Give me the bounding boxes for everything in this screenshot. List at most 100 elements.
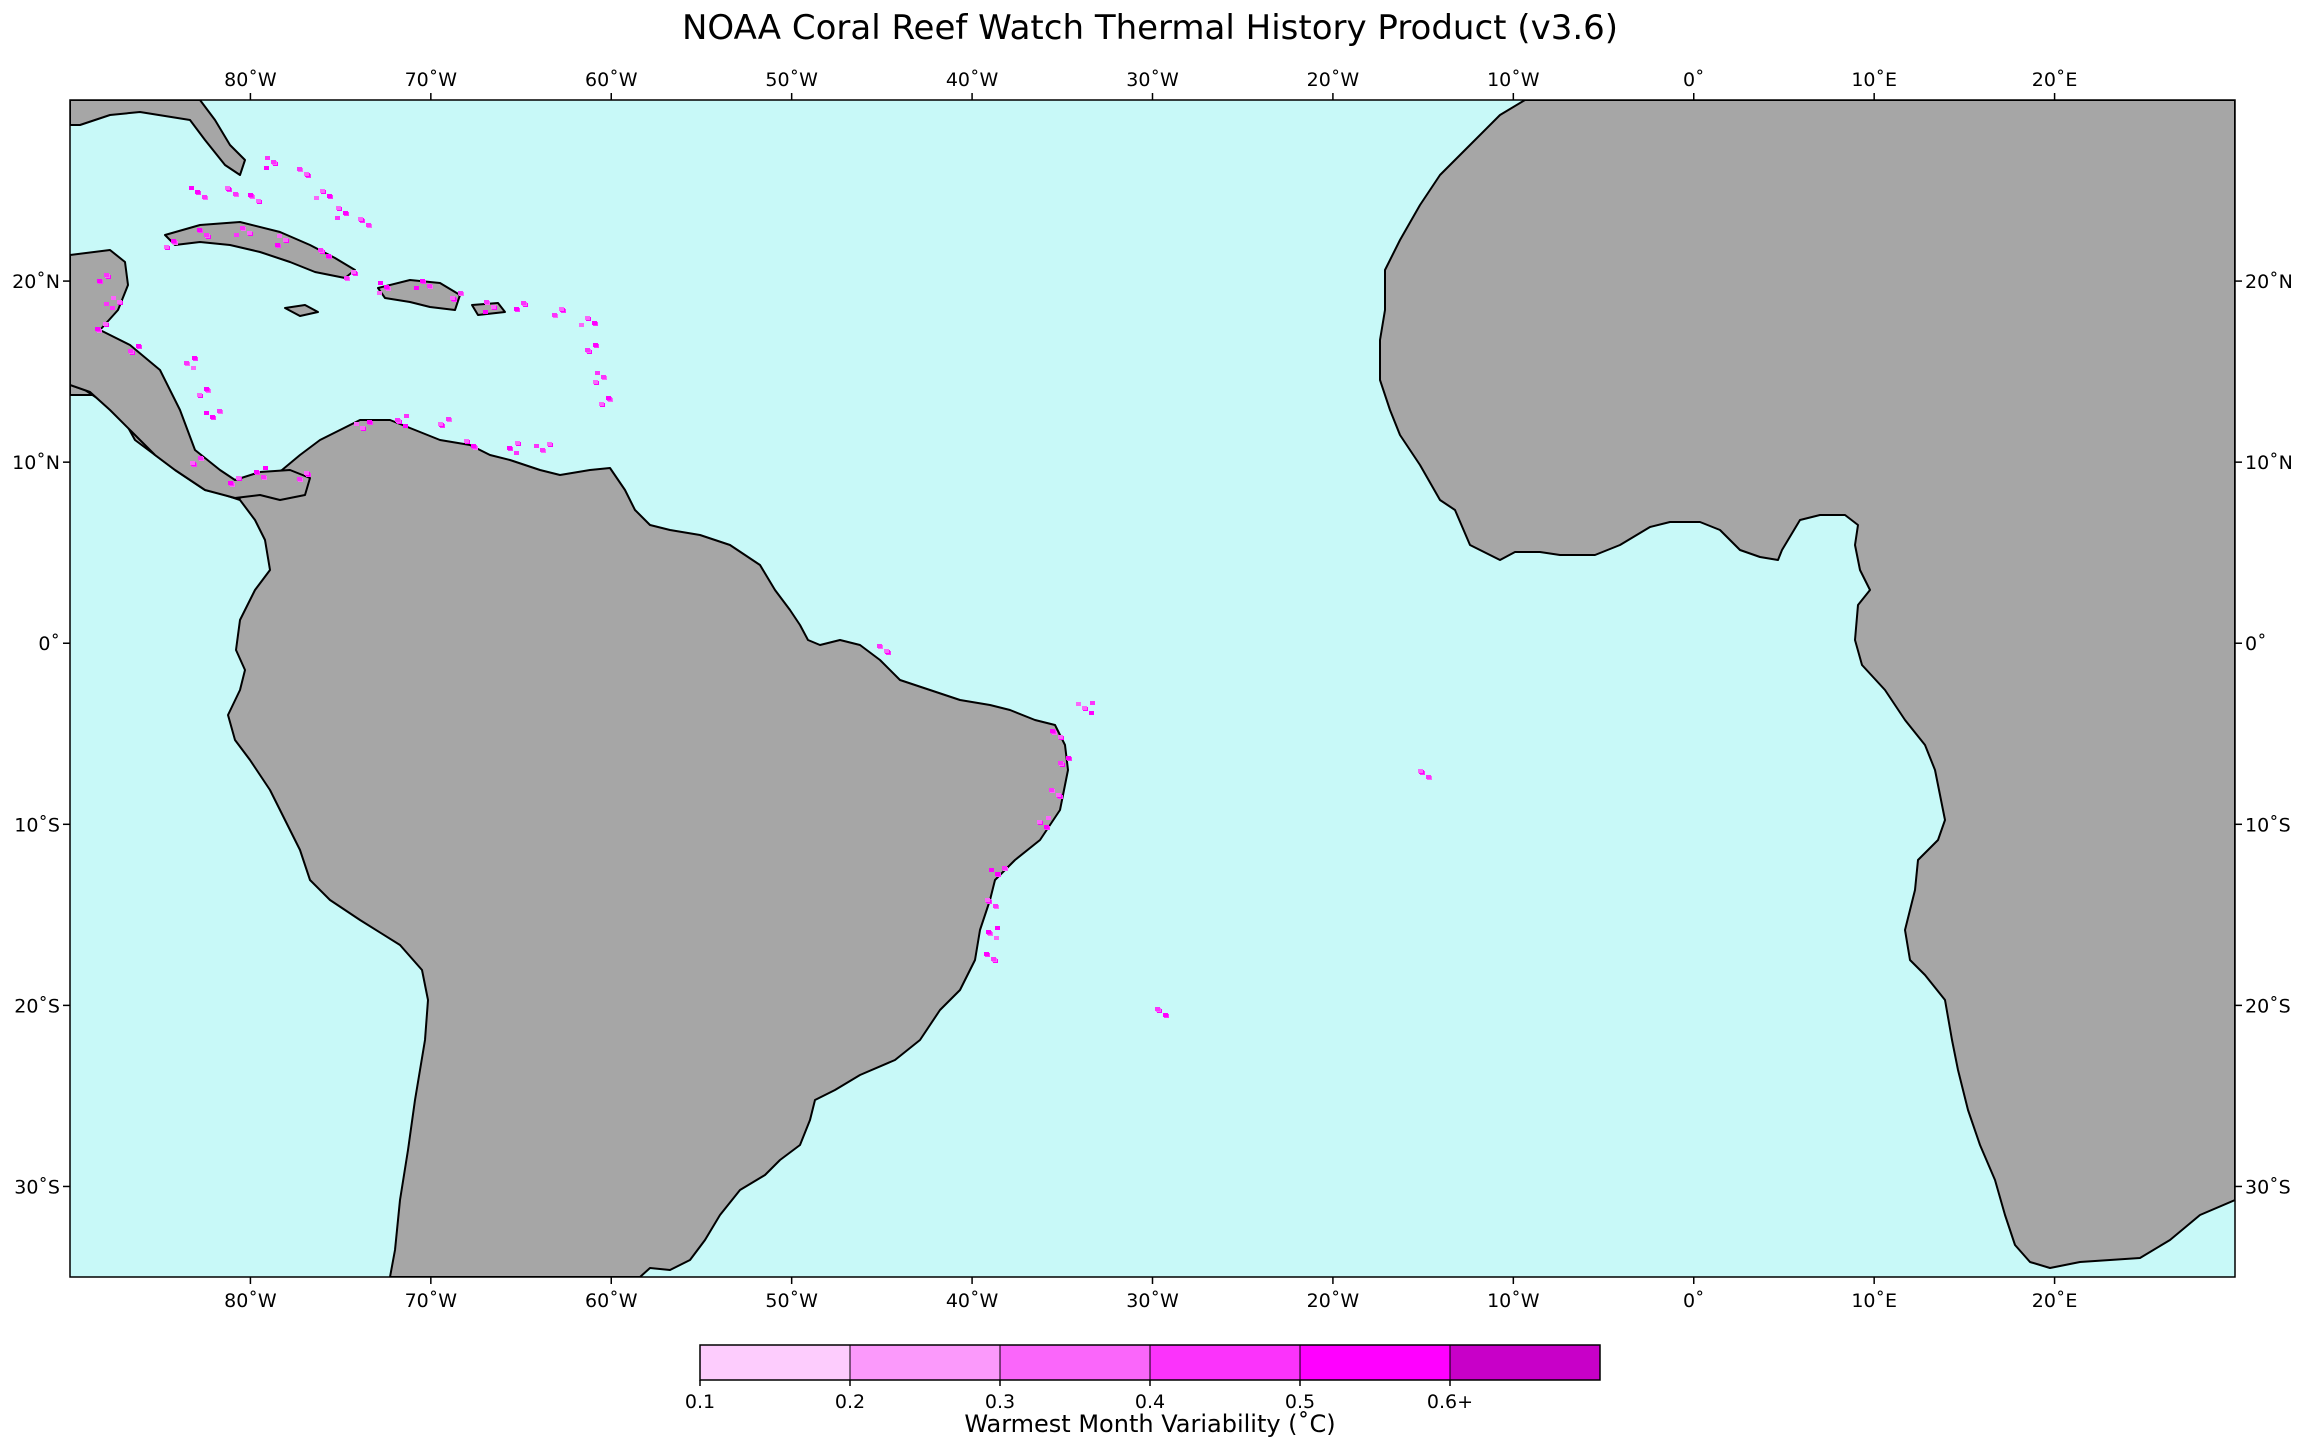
reef-variability-pixel: [136, 344, 141, 348]
colorbar-bin: [1299, 1344, 1451, 1381]
reef-variability-pixel: [404, 414, 409, 418]
lat-tick-label-right: 0˚: [2245, 633, 2267, 655]
reef-variability-pixel: [986, 930, 991, 934]
reef-variability-pixel: [354, 422, 359, 426]
reef-variability-pixel: [985, 898, 990, 902]
lon-tick-label-top: 20˚E: [2032, 69, 2078, 91]
lat-tick-label-left: 20˚N: [12, 271, 60, 293]
lat-tick-label-left: 20˚S: [14, 995, 60, 1017]
reef-variability-pixel: [458, 291, 463, 295]
lon-tick-label-bottom: 30˚W: [1126, 1290, 1179, 1312]
reef-variability-pixel: [318, 248, 323, 252]
reef-variability-pixel: [326, 254, 331, 258]
reef-variability-pixel: [378, 281, 383, 285]
lon-tick-label-top: 30˚W: [1126, 69, 1179, 91]
reef-variability-pixel: [1163, 1013, 1168, 1017]
reef-variability-pixel: [995, 872, 1000, 876]
reef-variability-pixel: [579, 323, 584, 327]
reef-variability-pixel: [304, 172, 309, 176]
reef-variability-pixel: [234, 233, 239, 237]
reef-variability-pixel: [514, 451, 519, 455]
reef-variability-pixel: [1046, 816, 1051, 820]
reef-variability-pixel: [117, 300, 122, 304]
central-america-land: [70, 249, 311, 501]
colorbar-tick-label: 0.6+: [1427, 1391, 1473, 1413]
reef-variability-pixel: [104, 302, 109, 306]
reef-variability-pixel: [1076, 702, 1081, 706]
lon-tick-label-bottom: 50˚W: [765, 1290, 818, 1312]
reef-variability-pixel: [277, 234, 282, 238]
reef-variability-pixel: [552, 313, 557, 317]
reef-variability-pixel: [991, 957, 996, 961]
reef-variability-pixel: [420, 279, 425, 283]
reef-variability-pixel: [1037, 820, 1042, 824]
reef-variability-pixel: [484, 300, 489, 304]
reef-variability-pixel: [877, 644, 882, 648]
lon-tick-label-top: 40˚W: [946, 69, 999, 91]
reef-variability-pixel: [195, 190, 200, 194]
reef-variability-pixel: [171, 239, 176, 243]
reef-variability-pixel: [247, 231, 252, 235]
lat-tick-label-right: 10˚N: [2245, 452, 2293, 474]
reef-variability-pixel: [103, 322, 108, 326]
lat-tick-label-right: 10˚S: [2245, 814, 2291, 836]
lon-tick-label-bottom: 60˚W: [585, 1290, 638, 1312]
reef-variability-pixel: [335, 216, 340, 220]
reef-variability-pixel: [228, 481, 233, 485]
reef-variability-pixel: [254, 470, 259, 474]
reef-variability-pixel: [585, 348, 590, 352]
reef-variability-pixel: [110, 306, 115, 310]
reef-variability-pixel: [483, 310, 488, 314]
lat-tick-label-left: 10˚N: [12, 452, 60, 474]
reef-variability-pixel: [189, 186, 194, 190]
reef-variability-pixel: [884, 649, 889, 653]
reef-variability-pixel: [343, 211, 348, 215]
colorbar-bin: [1149, 1344, 1301, 1381]
reef-variability-pixel: [236, 476, 241, 480]
lon-tick-label-top: 0˚: [1683, 69, 1705, 91]
reef-variability-pixel: [994, 936, 999, 940]
reef-variability-pixel: [593, 380, 598, 384]
reef-variability-pixel: [471, 444, 476, 448]
lon-tick-label-top: 20˚W: [1307, 69, 1360, 91]
reef-variability-pixel: [111, 296, 116, 300]
reef-variability-pixel: [593, 343, 598, 347]
lon-tick-label-bottom: 0˚: [1683, 1290, 1705, 1312]
lat-tick-label-right: 20˚S: [2245, 995, 2291, 1017]
jamaica-land: [284, 304, 319, 317]
north-america-land: [70, 100, 246, 176]
reef-variability-pixel: [320, 189, 325, 193]
reef-variability-pixel: [344, 276, 349, 280]
lon-tick-label-bottom: 40˚W: [946, 1290, 999, 1312]
reef-variability-pixel: [1089, 711, 1094, 715]
reef-variability-pixel: [984, 952, 989, 956]
reef-variability-pixel: [438, 422, 443, 426]
colorbar-bin: [1449, 1344, 1601, 1381]
axis-ticks: 80˚W 80˚W 70˚W 70˚W 60˚W 60˚W 50˚W 50˚W 40˚W 40˚W…: [12, 69, 2293, 1312]
lon-tick-label-bottom: 10˚E: [1851, 1290, 1897, 1312]
lon-tick-label-bottom: 80˚W: [224, 1290, 277, 1312]
reef-variability-pixel: [377, 291, 382, 295]
reef-variability-pixel: [283, 238, 288, 242]
reef-variability-pixel: [601, 375, 606, 379]
reef-variability-pixel: [450, 296, 455, 300]
reef-variability-pixel: [595, 371, 600, 375]
reef-variability-pixel: [104, 273, 109, 277]
reef-variability-pixel: [275, 243, 280, 247]
reef-variability-pixel: [95, 327, 100, 331]
reef-variability-pixel: [248, 193, 253, 197]
lon-tick-label-bottom: 20˚W: [1307, 1290, 1360, 1312]
colorbar-title: Warmest Month Variability (˚C): [964, 1410, 1336, 1438]
reef-variability-pixel: [304, 471, 309, 475]
reef-variability-pixel: [1002, 866, 1007, 870]
reef-variability-pixel: [263, 466, 268, 470]
reef-variability-pixel: [351, 270, 356, 274]
colorbar-tick-label: 0.2: [835, 1391, 865, 1413]
reef-variability-pixel: [1056, 793, 1061, 797]
reef-variability-pixel: [384, 285, 389, 289]
lat-tick-label-right: 30˚S: [2245, 1176, 2291, 1198]
reef-variability-pixel: [1044, 825, 1049, 829]
colorbar: 0.1 0.2 0.3 0.4 0.5 0.6+: [685, 1344, 1601, 1413]
reef-variability-pixel: [233, 192, 238, 196]
